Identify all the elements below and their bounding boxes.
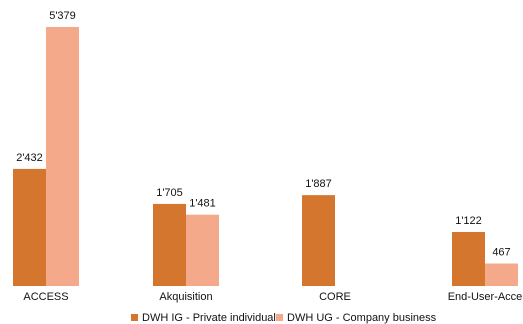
category-label: ACCESS (23, 291, 68, 303)
bar-ig-end-user-acce (452, 231, 485, 286)
legend-swatch-ug (276, 314, 283, 321)
category-label: End-User-Acce (448, 291, 523, 303)
bar-ig-akquisition (153, 203, 186, 286)
category-labels-layer: ACCESS Akquisition CORE End-User-Acce (23, 291, 522, 303)
bar-ig-access (13, 168, 46, 286)
value-label: 467 (492, 247, 510, 259)
bars-layer (13, 27, 518, 286)
legend: DWH IG - Private individuals DWH UG - Co… (131, 312, 437, 324)
value-label: 1'481 (189, 198, 216, 210)
value-label: 2'432 (16, 152, 43, 164)
category-label: Akquisition (159, 291, 212, 303)
legend-label-ug: DWH UG - Company business (287, 312, 437, 324)
legend-swatch-ig (131, 314, 138, 321)
bar-ug-akquisition (186, 214, 219, 286)
value-label: 1'705 (156, 187, 183, 199)
value-label: 5'379 (49, 10, 76, 22)
category-label: CORE (319, 291, 351, 303)
legend-label-ig: DWH IG - Private individuals (142, 312, 282, 324)
value-label: 1'122 (455, 215, 482, 227)
value-label: 1'887 (305, 178, 332, 190)
bar-ug-access (46, 27, 79, 286)
bar-ug-end-user-acce (485, 263, 518, 286)
value-labels-layer: 2'432 5'379 1'705 1'481 1'887 1'122 467 (16, 10, 510, 259)
bar-ig-core (302, 195, 335, 286)
